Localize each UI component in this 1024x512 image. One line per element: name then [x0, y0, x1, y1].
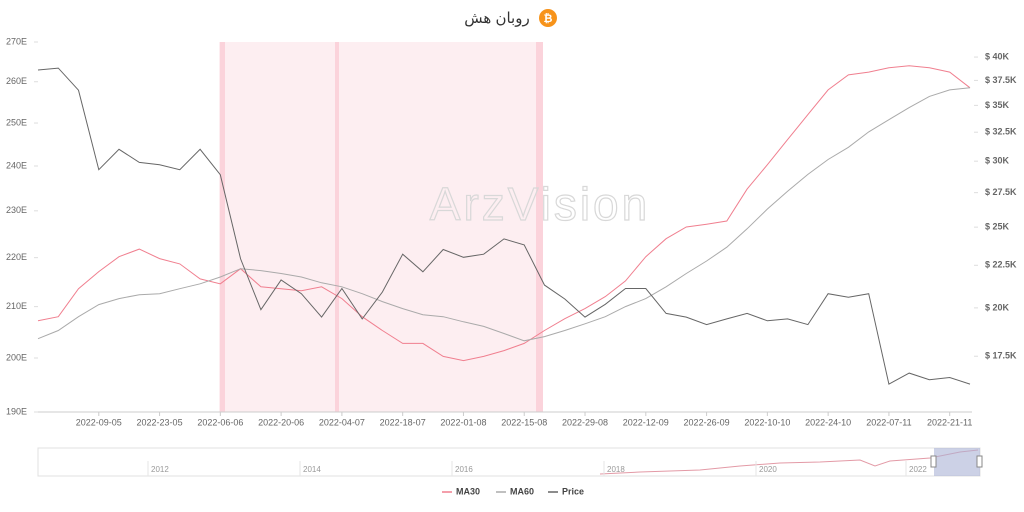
x-tick-label: 2022-18-07 [380, 417, 426, 427]
navigator-label: 2016 [455, 465, 473, 474]
legend-item[interactable]: MA30 [442, 486, 480, 496]
y2-tick-label: $ 20K [985, 302, 1010, 312]
x-tick-label: 2022-29-08 [562, 417, 608, 427]
legend-item[interactable]: Price [548, 486, 584, 496]
x-tick-label: 2022-24-10 [805, 417, 851, 427]
x-tick-label: 2022-15-08 [501, 417, 547, 427]
y-tick-label: 200E [6, 352, 27, 362]
navigator-handle[interactable] [976, 455, 983, 468]
y-tick-label: 270E [6, 36, 27, 46]
y2-tick-label: $ 40K [985, 51, 1010, 61]
x-tick-label: 2022-01-08 [440, 417, 486, 427]
zone-marker [335, 42, 339, 412]
legend-label: Price [562, 486, 584, 496]
chart-title: روبان هش [464, 10, 529, 27]
y2-tick-label: $ 30K [985, 156, 1010, 166]
navigator-label: 2012 [151, 465, 169, 474]
navigator-label: 2018 [607, 465, 625, 474]
x-tick-label: 2022-07-11 [866, 417, 911, 427]
x-tick-label: 2022-09-05 [76, 417, 122, 427]
y2-tick-label: $ 22.5K [985, 260, 1017, 270]
zone-marker [220, 42, 225, 412]
x-tick-label: 2022-26-09 [684, 417, 730, 427]
x-tick-label: 2022-20-06 [258, 417, 304, 427]
x-tick-label: 2022-10-10 [744, 417, 790, 427]
legend-label: MA60 [510, 486, 534, 496]
legend-label: MA30 [456, 486, 480, 496]
navigator-selection[interactable] [934, 448, 980, 476]
navigator[interactable] [37, 447, 981, 477]
y-tick-label: 260E [6, 76, 27, 86]
x-tick-label: 2022-21-11 [927, 417, 972, 427]
y-tick-label: 240E [6, 160, 27, 170]
zone-marker [536, 42, 543, 412]
y2-tick-label: $ 37.5K [985, 75, 1017, 85]
y-tick-label: 220E [6, 252, 27, 262]
navigator-handle[interactable] [930, 455, 937, 468]
x-tick-label: 2022-06-06 [197, 417, 243, 427]
watermark: ArzVision [430, 178, 650, 230]
y-tick-label: 190E [6, 406, 27, 416]
y2-tick-label: $ 25K [985, 222, 1010, 232]
series-line [37, 87, 971, 342]
y2-tick-label: $ 32.5K [985, 127, 1017, 137]
series-line [37, 67, 971, 385]
y2-tick-label: $ 35K [985, 100, 1010, 110]
legend-item[interactable]: MA60 [496, 486, 534, 496]
navigator-label: 2014 [303, 465, 321, 474]
x-tick-label: 2022-23-05 [137, 417, 183, 427]
navigator-label: 2020 [759, 465, 777, 474]
x-tick-label: 2022-12-09 [623, 417, 669, 427]
shaded-zone [219, 42, 543, 412]
bitcoin-icon-glyph: ₿ [544, 13, 553, 25]
x-tick-label: 2022-04-07 [319, 417, 365, 427]
bitcoin-icon [539, 9, 557, 27]
series-line [37, 65, 971, 362]
y-tick-label: 210E [6, 301, 27, 311]
y-tick-label: 250E [6, 117, 27, 127]
y2-tick-label: $ 27.5K [985, 187, 1017, 197]
y2-tick-label: $ 17.5K [985, 351, 1017, 361]
navigator-label: 2022 [909, 465, 927, 474]
y-tick-label: 230E [6, 205, 27, 215]
